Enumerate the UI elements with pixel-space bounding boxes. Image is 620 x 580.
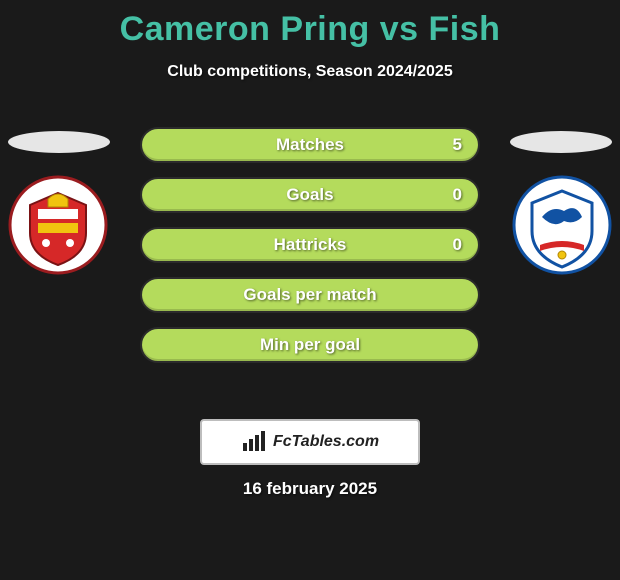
stat-value: 5: [453, 129, 462, 161]
stat-label: Matches: [142, 129, 478, 161]
stat-bar-matches: Matches 5: [140, 127, 480, 163]
right-base-oval: [510, 131, 612, 153]
brand-text: FcTables.com: [273, 433, 379, 451]
stat-value: 0: [453, 179, 462, 211]
crest-right-icon: [512, 175, 612, 275]
comparison-widget: Cameron Pring vs Fish Club competitions,…: [0, 0, 620, 580]
page-subtitle: Club competitions, Season 2024/2025: [0, 63, 620, 81]
brand-bars-icon: [241, 431, 267, 453]
stat-value: 0: [453, 229, 462, 261]
page-title: Cameron Pring vs Fish: [0, 0, 620, 49]
comparison-body: Matches 5 Goals 0 Hattricks 0 Goals per …: [0, 107, 620, 407]
date-text: 16 february 2025: [0, 479, 620, 499]
crest-left-icon: [8, 175, 108, 275]
bristol-city-crest: [8, 175, 108, 275]
stat-bar-goals-per-match: Goals per match: [140, 277, 480, 313]
stat-label: Hattricks: [142, 229, 478, 261]
stat-bar-hattricks: Hattricks 0: [140, 227, 480, 263]
stat-bar-min-per-goal: Min per goal: [140, 327, 480, 363]
cardiff-city-crest: [512, 175, 612, 275]
stat-bars: Matches 5 Goals 0 Hattricks 0 Goals per …: [140, 127, 480, 363]
left-base-oval: [8, 131, 110, 153]
stat-label: Min per goal: [142, 329, 478, 361]
brand-link[interactable]: FcTables.com: [200, 419, 420, 465]
stat-bar-goals: Goals 0: [140, 177, 480, 213]
stat-label: Goals: [142, 179, 478, 211]
stat-label: Goals per match: [142, 279, 478, 311]
